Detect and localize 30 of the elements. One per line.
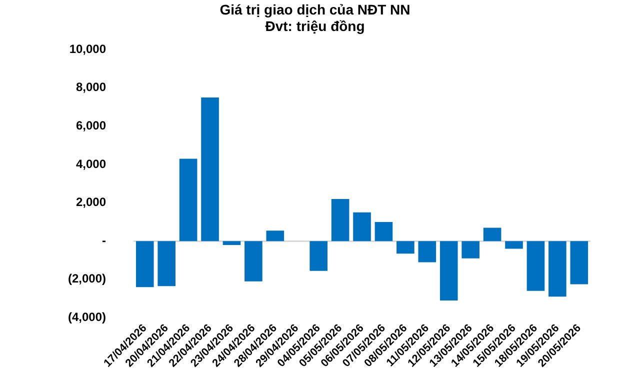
bar: [526, 241, 545, 291]
bar: [374, 222, 393, 242]
bar: [483, 228, 502, 242]
bar: [158, 241, 176, 286]
bar: [462, 241, 480, 258]
bar: [179, 158, 198, 242]
bar: [222, 241, 241, 245]
bar: [136, 241, 154, 288]
bar: [310, 241, 328, 271]
bar: [266, 230, 284, 242]
chart-title: Giá trị giao dịch của NĐT NN: [220, 1, 410, 18]
chart-subtitle: Đvt: triệu đồng: [265, 18, 365, 34]
y-tick-label: (4,000): [68, 310, 106, 324]
y-tick-label: -: [102, 233, 106, 248]
bar: [396, 241, 414, 254]
bar: [418, 241, 436, 262]
bar: [505, 241, 523, 249]
bar: [353, 212, 371, 242]
y-tick-label: 8,000: [76, 80, 106, 94]
y-tick-label: (2,000): [68, 272, 106, 286]
y-tick-label: 4,000: [76, 156, 106, 171]
bar: [201, 97, 219, 242]
bar: [548, 241, 566, 297]
y-tick-label: 2,000: [76, 195, 106, 210]
bar: [440, 241, 458, 300]
y-tick-label: 6,000: [76, 118, 106, 133]
bar: [244, 241, 262, 282]
y-tick-label: 10,000: [69, 42, 106, 56]
bar: [570, 241, 588, 284]
bar: [331, 198, 350, 242]
